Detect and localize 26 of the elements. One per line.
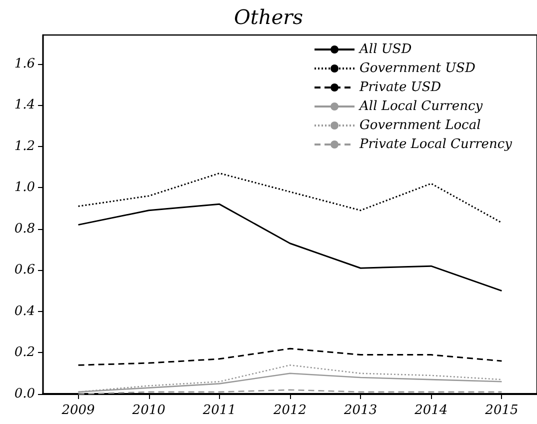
legend-label: Government USD	[360, 61, 476, 76]
chart-title: Others	[234, 5, 303, 29]
legend-label: All Local Currency	[358, 99, 484, 114]
y-tick-label: 1.2	[14, 138, 35, 154]
x-tick-label: 2010	[131, 403, 166, 418]
x-tick-label: 2012	[272, 403, 307, 418]
y-tick-label: 0.4	[14, 304, 35, 319]
x-tick-label: 2011	[202, 403, 236, 418]
x-tick-label: 2014	[414, 403, 448, 418]
x-tick-label: 2015	[484, 403, 518, 418]
line-series	[78, 172, 502, 224]
legend-label: All USD	[358, 42, 412, 57]
y-tick-label: 0.8	[14, 221, 35, 236]
legend-label: Private Local Currency	[358, 137, 513, 152]
x-tick-label: 2013	[343, 403, 378, 418]
x-tick-label: 2009	[60, 403, 95, 418]
y-tick-label: 0.0	[14, 386, 35, 402]
y-tick-label: 0.2	[14, 345, 35, 360]
y-tick-label: 1.6	[14, 56, 35, 72]
y-tick-label: 0.6	[14, 262, 35, 278]
line-series	[78, 348, 502, 366]
y-tick-label: 1.0	[14, 180, 35, 196]
line-series	[78, 203, 502, 292]
legend-label: Government Local	[360, 118, 481, 133]
y-tick-label: 1.4	[14, 98, 35, 113]
legend-label: Private USD	[358, 80, 442, 95]
